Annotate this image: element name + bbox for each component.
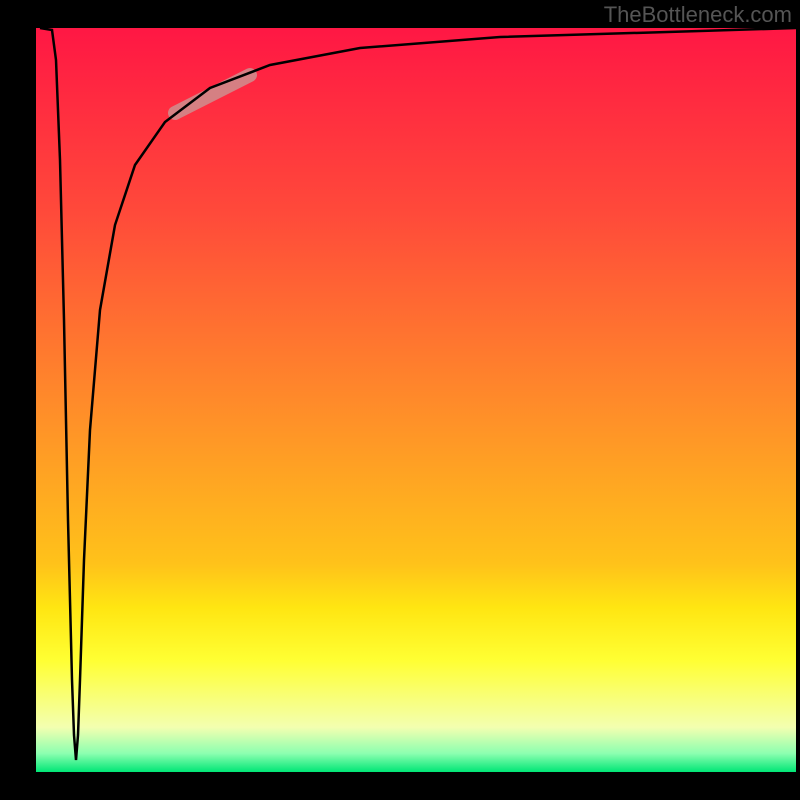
curve-layer (0, 0, 800, 800)
attribution-text: TheBottleneck.com (604, 2, 792, 28)
chart-container: TheBottleneck.com (0, 0, 800, 800)
bottleneck-curve (40, 28, 796, 760)
